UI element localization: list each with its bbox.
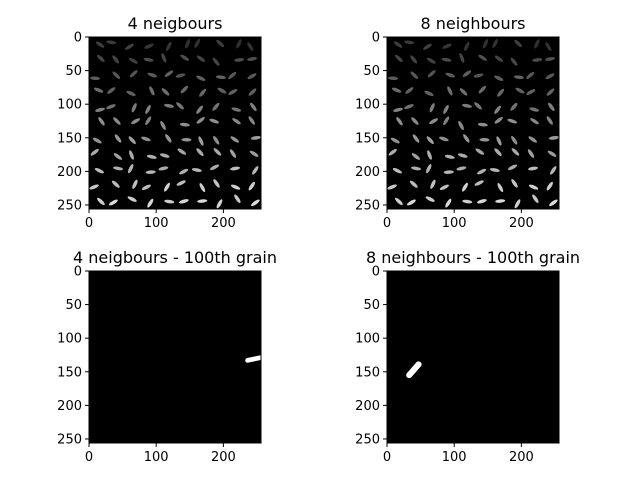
subplot-title: 8 neighbours - 100th grain (366, 248, 580, 267)
y-tick-label: 100 (355, 332, 380, 347)
y-tick-label: 100 (355, 98, 380, 113)
x-tick-label: 100 (442, 216, 467, 231)
y-tick-label: 150 (57, 131, 82, 146)
y-tick-label: 200 (355, 399, 380, 414)
subplot-4: 8 neighbours - 100th grain0 100 2000501001… (355, 248, 580, 465)
y-tick-label: 0 (372, 31, 380, 46)
y-tick-label: 50 (363, 64, 380, 79)
subplot-2: 8 neighbours 0 100 200 0 50 100 150 200 250 (355, 14, 559, 231)
image-area (387, 271, 559, 443)
x-tick-label: 100 (144, 450, 169, 465)
subplot-title: 8 neighbours (421, 14, 526, 33)
y-tick-label: 150 (57, 365, 82, 380)
y-tick-label: 50 (65, 64, 82, 79)
x-tick-label: 200 (211, 216, 236, 231)
y-tick-label: 200 (57, 399, 82, 414)
y-tick-label: 200 (57, 165, 82, 180)
x-tick-label: 100 (144, 216, 169, 231)
y-tick-label: 250 (355, 432, 380, 447)
x-tick-label: 200 (509, 216, 534, 231)
subplot-title: 4 neigbours - 100th grain (73, 248, 277, 267)
y-tick-label: 200 (355, 165, 380, 180)
y-tick-label: 150 (355, 365, 380, 380)
y-tick-label: 250 (57, 198, 82, 213)
y-tick-label: 50 (65, 298, 82, 313)
x-tick-label: 200 (211, 450, 236, 465)
y-tick-label: 250 (57, 432, 82, 447)
subplot-1: 4 neigbours 0 100 200 0 50 100 150 200 250 (57, 14, 261, 231)
x-tick-label: 0 (383, 216, 391, 231)
y-tick-label: 0 (74, 265, 82, 280)
x-tick-label: 0 (85, 450, 93, 465)
y-tick-label: 250 (355, 198, 380, 213)
y-tick-label: 0 (372, 265, 380, 280)
y-tick-label: 150 (355, 131, 380, 146)
image-area (89, 271, 261, 443)
y-tick-label: 0 (74, 31, 82, 46)
subplot-title: 4 neigbours (128, 14, 223, 33)
x-tick-label: 0 (383, 450, 391, 465)
y-tick-label: 100 (57, 332, 82, 347)
subplot-3: 4 neigbours - 100th grain0 100 20005010015… (57, 248, 277, 465)
x-tick-label: 0 (85, 216, 93, 231)
x-tick-label: 100 (442, 450, 467, 465)
y-tick-label: 100 (57, 98, 82, 113)
highlighted-grain (248, 358, 261, 361)
y-tick-label: 50 (363, 298, 380, 313)
x-tick-label: 200 (509, 450, 534, 465)
